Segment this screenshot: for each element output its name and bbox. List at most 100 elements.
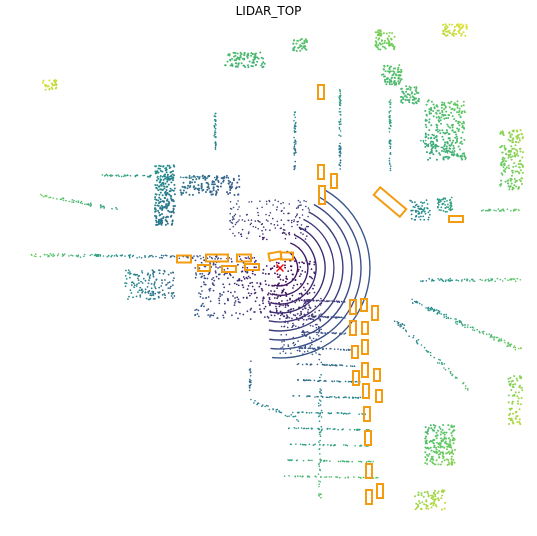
lidar-point xyxy=(198,292,200,294)
lidar-point xyxy=(515,415,518,418)
lidar-point xyxy=(519,147,522,150)
lidar-point xyxy=(287,310,289,312)
lidar-point xyxy=(318,485,320,488)
lidar-point xyxy=(275,261,278,264)
lidar-point xyxy=(457,120,460,123)
lidar-point xyxy=(125,282,128,285)
lidar-point xyxy=(205,181,208,184)
lidar-point xyxy=(304,444,307,446)
lidar-point xyxy=(254,273,256,276)
lidar-point xyxy=(232,216,234,218)
lidar-point xyxy=(415,210,418,212)
lidar-point xyxy=(165,171,168,174)
lidar-point xyxy=(321,395,324,398)
lidar-point xyxy=(319,435,322,438)
lidar-point xyxy=(162,272,165,275)
lidar-point xyxy=(430,140,433,143)
lidar-point xyxy=(300,224,303,226)
lidar-point xyxy=(301,214,304,216)
lidar-point xyxy=(453,150,456,153)
lidar-point xyxy=(298,347,301,350)
lidar-point xyxy=(106,255,108,258)
lidar-point xyxy=(331,380,334,383)
lidar-point xyxy=(294,148,297,150)
lidar-point xyxy=(305,331,307,333)
lidar-point xyxy=(204,191,207,193)
lidar-point xyxy=(154,196,157,199)
lidar-point xyxy=(412,205,415,208)
lidar-point xyxy=(313,291,316,294)
lidar-point xyxy=(459,116,462,119)
lidar-point xyxy=(478,330,481,333)
lidar-point xyxy=(517,154,520,157)
lidar-point xyxy=(332,444,335,447)
lidar-point xyxy=(451,449,454,452)
lidar-point xyxy=(424,456,427,459)
lidar-point xyxy=(293,136,295,139)
lidar-point xyxy=(285,280,287,283)
lidar-point xyxy=(202,256,205,259)
lidar-point xyxy=(451,461,454,464)
lidar-point xyxy=(159,207,162,210)
lidar-point xyxy=(389,83,391,86)
lidar-point xyxy=(522,151,524,154)
lidar-point xyxy=(440,106,443,109)
lidar-point xyxy=(451,115,454,118)
lidar-point xyxy=(262,302,264,305)
lidar-point xyxy=(339,159,342,161)
annotation-box xyxy=(244,263,260,271)
lidar-point xyxy=(447,424,450,427)
lidar-point xyxy=(252,58,255,61)
lidar-point xyxy=(178,257,181,260)
lidar-point xyxy=(100,206,102,209)
lidar-point xyxy=(242,276,245,278)
lidar-point xyxy=(280,202,282,205)
lidar-point xyxy=(399,74,402,77)
lidar-point xyxy=(463,122,465,125)
lidar-point xyxy=(441,146,444,149)
lidar-point xyxy=(284,232,286,234)
lidar-point xyxy=(305,205,307,208)
lidar-point xyxy=(234,213,237,216)
lidar-point xyxy=(255,52,257,55)
lidar-point xyxy=(267,405,269,407)
lidar-point xyxy=(444,501,446,504)
lidar-point xyxy=(503,144,506,147)
lidar-point xyxy=(251,65,254,68)
lidar-point xyxy=(437,145,440,148)
lidar-point xyxy=(251,272,254,275)
lidar-point xyxy=(389,70,392,73)
lidar-point xyxy=(260,64,263,67)
lidar-point xyxy=(286,415,289,418)
lidar-point xyxy=(235,65,238,68)
lidar-point xyxy=(442,157,445,160)
lidar-point xyxy=(124,275,127,277)
lidar-point xyxy=(320,389,323,392)
lidar-point xyxy=(503,339,506,342)
lidar-point xyxy=(453,438,456,440)
lidar-point xyxy=(442,210,445,212)
lidar-point xyxy=(520,163,523,166)
lidar-point xyxy=(141,282,144,284)
lidar-point xyxy=(109,174,111,177)
lidar-point xyxy=(246,213,249,216)
lidar-point xyxy=(339,120,342,122)
lidar-point xyxy=(250,292,253,295)
lidar-point xyxy=(223,273,226,276)
lidar-point xyxy=(516,137,519,140)
lidar-point xyxy=(265,283,267,286)
lidar-point xyxy=(288,203,291,205)
lidar-point xyxy=(318,346,320,349)
lidar-point xyxy=(320,395,323,397)
lidar-point xyxy=(148,277,151,279)
lidar-point xyxy=(282,279,285,281)
lidar-point xyxy=(288,233,291,236)
lidar-point xyxy=(385,32,388,35)
lidar-point xyxy=(165,168,168,171)
lidar-point xyxy=(60,198,63,201)
lidar-point xyxy=(339,142,341,145)
lidar-point xyxy=(293,344,296,347)
lidar-point xyxy=(455,376,457,379)
lidar-point xyxy=(158,164,161,167)
lidar-point xyxy=(515,417,517,420)
